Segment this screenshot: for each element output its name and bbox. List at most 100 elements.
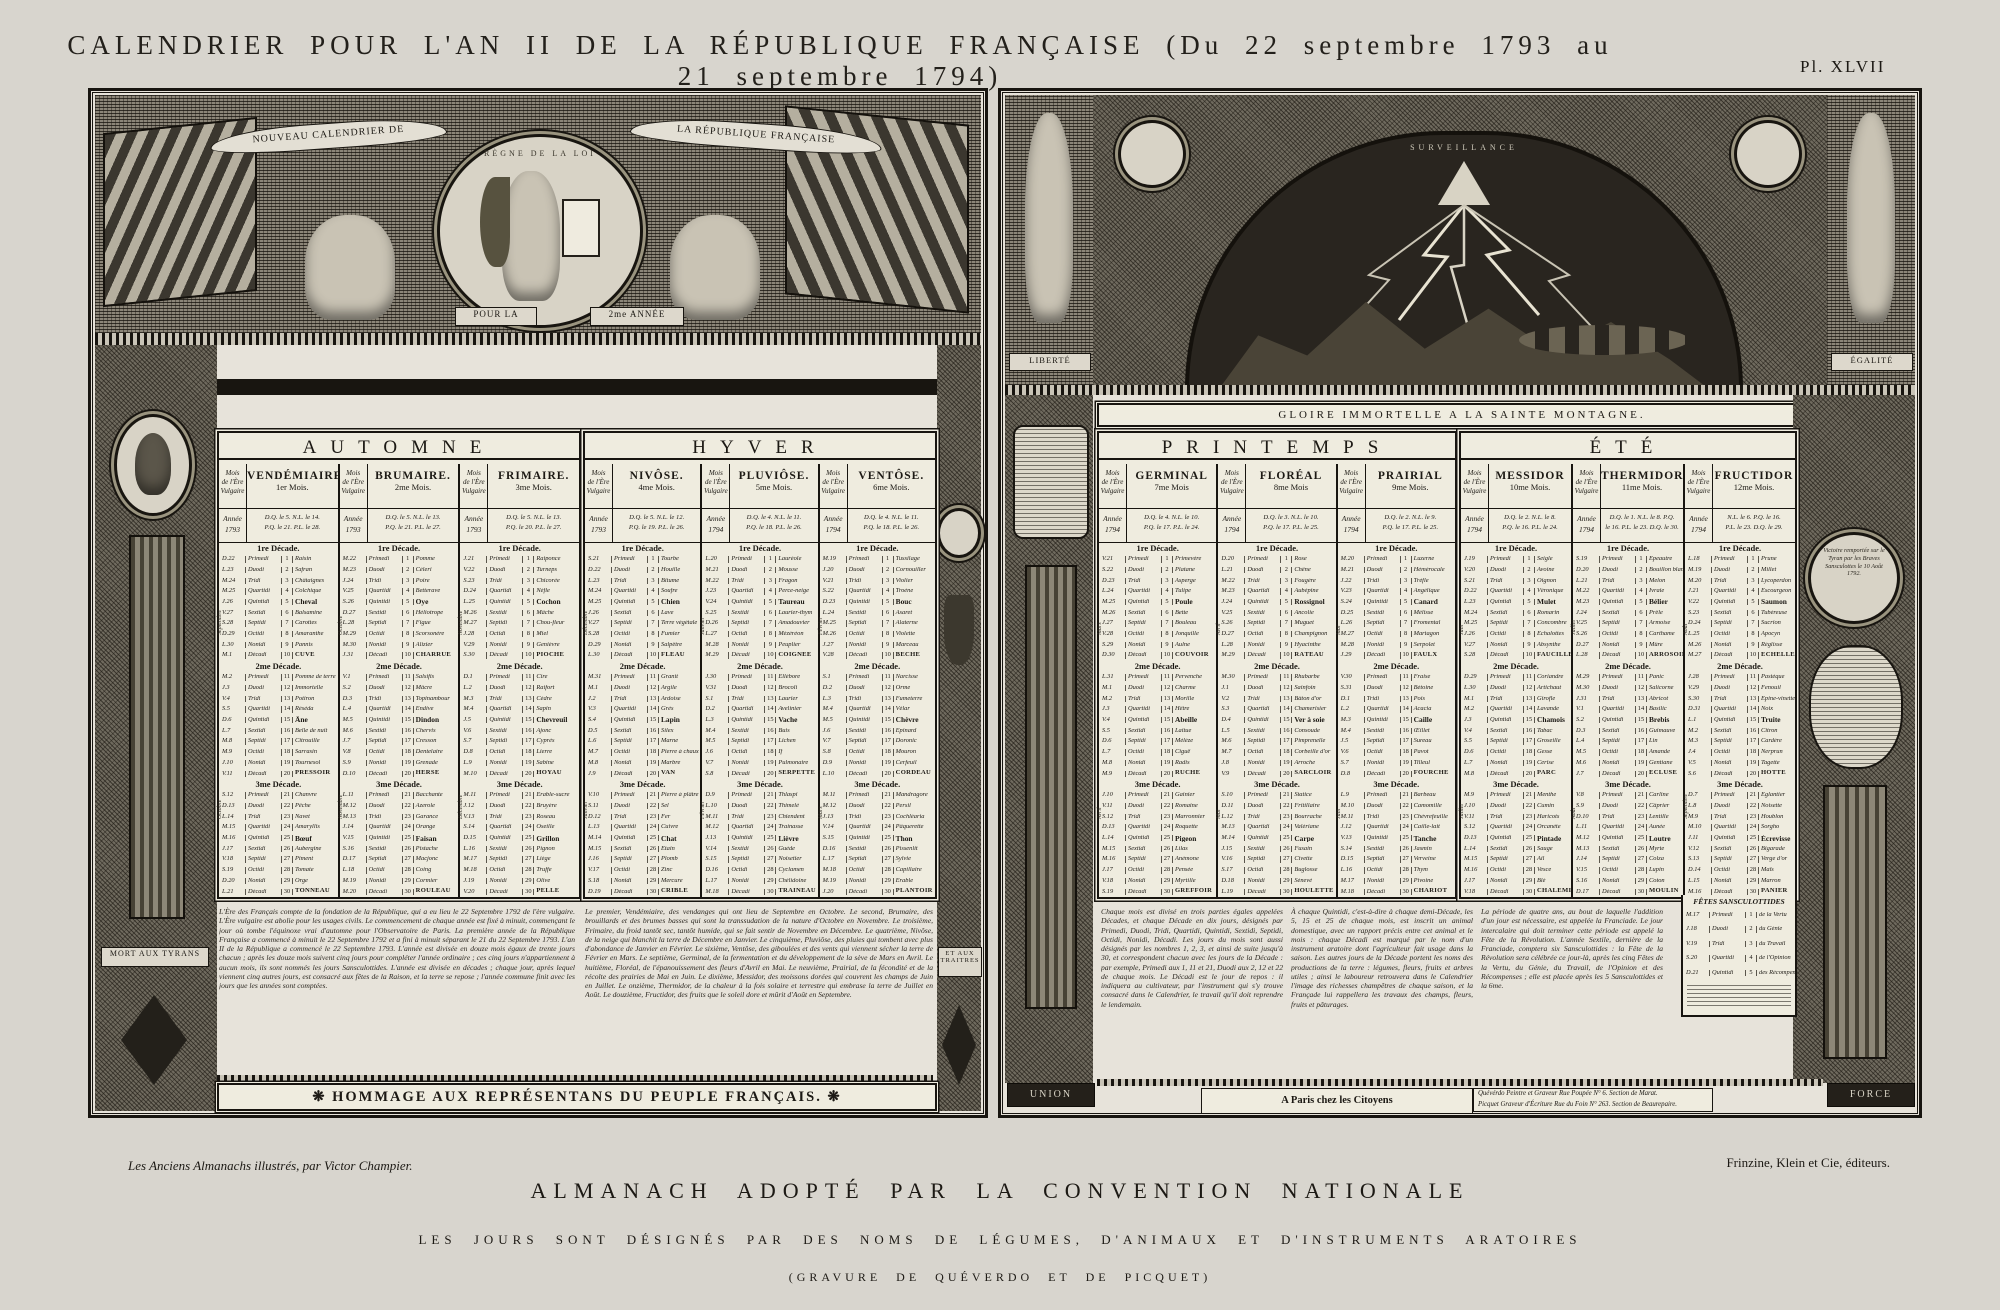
month-body: 1re Décade. M.19 Primedi 1 Tussilage J.20 Duod… bbox=[818, 543, 935, 897]
day-number-cell: 27 bbox=[883, 856, 894, 863]
gregorian-date-cell: D.3 bbox=[340, 695, 367, 702]
day-name-cell: Héliotrope bbox=[415, 609, 444, 616]
gregorian-date-cell: L.17 bbox=[702, 877, 730, 885]
column-shaft-force bbox=[1823, 785, 1887, 1059]
moon-phases-cell: D.Q. le 3. N.L. le 10. P.Q. le 17. P.L. l… bbox=[1246, 509, 1335, 542]
et-aux-traitres-text: ET AUX TRAITRES bbox=[940, 950, 980, 965]
day-number-cell: 6 bbox=[403, 609, 414, 617]
month-name: FRUCTIDOR bbox=[1714, 470, 1794, 482]
gregorian-date-cell: L.30 bbox=[585, 652, 612, 659]
day-name-cell: Bouillon blanc bbox=[1649, 566, 1683, 573]
day-name-cell: Lycoperdon bbox=[1761, 577, 1792, 584]
gregorian-date-cell: J.4 bbox=[1685, 749, 1712, 756]
gregorian-date-cell: S.26 bbox=[1573, 631, 1600, 638]
day-name-cell: Chalémie bbox=[1537, 888, 1571, 895]
gregorian-date-cell: D.29 bbox=[219, 631, 246, 638]
month-body: 1re Décade. D.20 Primedi 1 Rose L.21 Duodi 2 Chê… bbox=[1216, 543, 1335, 897]
day-number-cell: 12 bbox=[523, 684, 535, 692]
gregorian-month-label: Mai bbox=[1335, 625, 1342, 636]
surveillance-arc-text: SURVEILLANCE bbox=[1410, 143, 1518, 152]
era-column-label: Mois de l'Ère Vulgaire bbox=[460, 464, 489, 508]
day-name-cell: Tournesol bbox=[295, 759, 321, 766]
day-name-cell: Girofle bbox=[1537, 695, 1556, 702]
day-name-cell: Navet bbox=[295, 813, 310, 820]
era-label-line: Mois bbox=[1224, 469, 1239, 477]
decade-day-cell: Nonidi bbox=[367, 877, 403, 885]
day-name-cell: Guède bbox=[778, 845, 796, 852]
day-name-cell: Pensée bbox=[1175, 867, 1194, 874]
day-number-cell: 14 bbox=[1162, 705, 1173, 713]
gregorian-date-cell: M.5 bbox=[340, 716, 367, 724]
day-number-cell: 29 bbox=[1636, 877, 1647, 885]
calendar-day-row: D.8 Décadi 20 Fourche bbox=[1338, 768, 1455, 779]
day-name-cell: Vache bbox=[778, 716, 798, 724]
calendar-day-row: M.9 Primedi 21 Menthe bbox=[1461, 790, 1571, 801]
day-name-cell: Sarrasin bbox=[295, 749, 318, 756]
era-label-line: Vulgaire bbox=[821, 487, 846, 496]
day-number-cell: 10 bbox=[765, 652, 777, 659]
calendar-day-row: S.28 Décadi 10 Faucille bbox=[1461, 650, 1571, 661]
decade-day-cell: Septidi bbox=[1488, 620, 1524, 627]
engraver-line-2: Picquet Graveur d'Écriture Rue du Foin N… bbox=[1478, 1100, 1677, 1108]
day-name-cell: Dindon bbox=[415, 716, 440, 724]
day-name-cell: Rhubarbe bbox=[1294, 674, 1320, 681]
day-name-cell: Panier bbox=[1761, 888, 1788, 895]
day-name-cell: Ancolie bbox=[1294, 609, 1314, 616]
calendar-day-row: L.14 Tridi 23 Navet bbox=[219, 811, 338, 822]
calendar-day-row: M.20 Décadi 30 Rouleau bbox=[340, 886, 459, 897]
day-number-cell: 27 bbox=[1281, 856, 1293, 863]
decade-day-cell: Tridi bbox=[487, 577, 524, 584]
gregorian-date-cell: J.28 bbox=[1685, 674, 1712, 681]
calendar-day-row: M.15 Sextidi 26 Lilas bbox=[1099, 844, 1216, 855]
decade-day-cell: Duodi bbox=[1712, 566, 1748, 574]
day-name-cell: Jasmin bbox=[1413, 845, 1432, 852]
gregorian-date-cell: M.15 bbox=[1099, 845, 1126, 853]
decade-day-cell: Quartidi bbox=[246, 588, 282, 595]
gregorian-date-cell: M.14 bbox=[1218, 835, 1246, 842]
day-number-cell: 19 bbox=[1636, 759, 1647, 767]
decade-day-cell: Quartidi bbox=[847, 706, 883, 713]
day-name-cell: Pervenche bbox=[1175, 674, 1202, 681]
calendar-day-row: D.22 Duodi 2 Houille bbox=[585, 565, 700, 576]
gregorian-date-cell: V.25 bbox=[1573, 620, 1600, 627]
gregorian-date-cell: D.13 bbox=[219, 802, 246, 810]
calendar-day-row: L.26 Septidi 7 Fromental bbox=[1338, 618, 1455, 629]
day-name-cell: Tagette bbox=[1761, 759, 1780, 766]
gregorian-date-cell: S.16 bbox=[340, 845, 367, 853]
day-number-cell: 27 bbox=[1748, 856, 1759, 863]
calendar-day-row: D.22 Primedi 1 Raisin bbox=[219, 554, 338, 565]
gregorian-date-cell: S.6 bbox=[1685, 770, 1712, 777]
day-name-cell: Abricot bbox=[1649, 695, 1669, 702]
day-name-cell: Épeautre bbox=[1649, 556, 1673, 563]
moon-phase-row: Année 1793 D.Q. le 5. N.L. le 14. P.Q. le 2… bbox=[219, 509, 338, 543]
calendar-day-row: M.9 Tridi 23 Houblon bbox=[1685, 811, 1795, 822]
calendar-day-row: J.21 Primedi 1 Raiponce bbox=[460, 554, 579, 565]
decade-day-cell: Primedi bbox=[1245, 556, 1282, 563]
day-number-cell: 29 bbox=[403, 877, 414, 885]
day-name-cell: Myrtille bbox=[1175, 877, 1196, 884]
decade-day-cell: Octidi bbox=[367, 631, 403, 638]
day-number-cell: 9 bbox=[648, 641, 659, 649]
day-name-cell: Safran bbox=[295, 566, 313, 573]
gregorian-date-cell: M.20 bbox=[1338, 556, 1365, 563]
day-name-cell: Réséda bbox=[295, 706, 314, 713]
decade-day-cell: Quintidi bbox=[367, 835, 403, 842]
decade-day-cell: Quintidi bbox=[1365, 598, 1401, 606]
calendar-day-row: V.18 Nonidi 29 Myrtille bbox=[1099, 876, 1216, 887]
day-number-cell: 13 bbox=[1636, 695, 1647, 702]
day-number-cell: 1 bbox=[883, 555, 894, 563]
day-number-cell: 16 bbox=[883, 727, 894, 735]
decade-day-cell: Quintidi bbox=[367, 598, 403, 606]
fetes-title: FÊTES SANSCULOTTIDES bbox=[1693, 897, 1785, 906]
day-name-cell: Lichen bbox=[778, 738, 796, 745]
day-name-cell: Tourbe bbox=[661, 556, 679, 563]
angel-wing bbox=[480, 177, 510, 267]
moon-phase-line: le 16. P.L. le 23. D.Q. le 30. bbox=[1605, 523, 1679, 531]
plinth-pour-la: POUR LA bbox=[455, 307, 537, 326]
gregorian-date-cell: J.19 bbox=[460, 877, 488, 885]
decade-day-cell: Primedi bbox=[487, 674, 524, 681]
moon-phase-line: P.L. le 23. D.Q. le 29. bbox=[1725, 523, 1783, 531]
decade-day-cell: Duodi bbox=[487, 566, 524, 574]
moon-phase-row: Année 1794 D.Q. le 4. N.L. le 11. P.Q. le 1… bbox=[819, 509, 935, 543]
decade-day-cell: Septidi bbox=[1365, 620, 1401, 627]
